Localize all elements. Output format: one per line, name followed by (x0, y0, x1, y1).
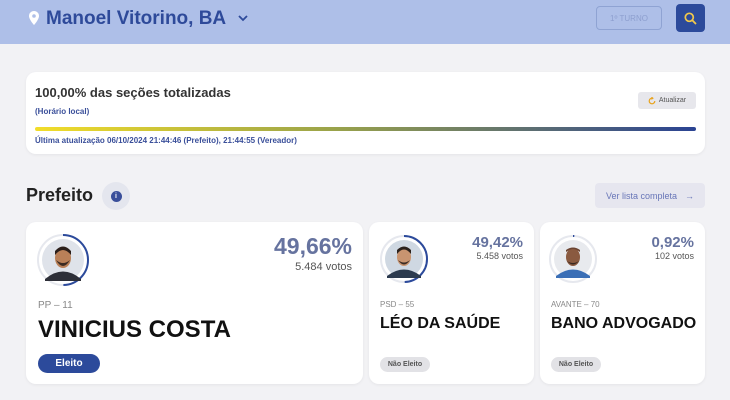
totalization-card: 100,00% das seções totalizadas (Horário … (26, 72, 705, 154)
refresh-label: Atualizar (658, 97, 687, 104)
candidate-avatar (549, 235, 597, 283)
candidate-percent: 49,66% (273, 233, 352, 259)
candidate-party: PP – 11 (38, 300, 73, 311)
candidate-votes: 5.458 votos (476, 251, 523, 261)
full-list-label: Ver lista completa (605, 190, 678, 201)
refresh-button[interactable]: Atualizar (638, 92, 696, 109)
turno-button[interactable]: 1º TURNO (596, 6, 662, 30)
chevron-down-icon[interactable] (238, 14, 248, 22)
candidate-name: LÉO DA SAÚDE (380, 315, 501, 332)
candidate-card-1[interactable]: 49,66% 5.484 votos PP – 11 VINICIUS COST… (26, 222, 363, 384)
info-button[interactable]: i (102, 182, 130, 210)
location-title[interactable]: Manoel Vitorino, BA (46, 8, 227, 29)
candidate-name: VINICIUS COSTA (38, 316, 231, 343)
status-badge: Eleito (38, 354, 100, 373)
full-list-button[interactable]: Ver lista completa → (595, 183, 705, 208)
search-button[interactable] (676, 4, 705, 32)
candidate-card-2[interactable]: 49,42% 5.458 votos PSD – 55 LÉO DA SAÚDE… (369, 222, 534, 384)
candidate-avatar (37, 234, 89, 286)
location-pin-icon (29, 11, 39, 25)
candidate-avatar (380, 235, 428, 283)
status-badge: Não Eleito (551, 357, 601, 372)
status-badge: Não Eleito (380, 357, 430, 372)
candidate-votes: 5.484 votos (295, 261, 352, 273)
totalization-progress-bar (35, 127, 696, 131)
candidate-card-3[interactable]: 0,92% 102 votos AVANTE – 70 BANO ADVOGAD… (540, 222, 705, 384)
refresh-icon (648, 96, 656, 104)
candidate-votes: 102 votos (654, 251, 694, 261)
section-title: Prefeito (26, 185, 94, 205)
totalization-title: 100,00% das seções totalizadas (35, 85, 231, 100)
arrow-right-icon: → (685, 190, 695, 201)
local-time-note: (Horário local) (35, 107, 90, 116)
candidate-party: PSD – 55 (380, 300, 415, 309)
candidate-percent: 49,42% (472, 234, 523, 251)
candidate-name: BANO ADVOGADO (551, 315, 697, 332)
candidate-party: AVANTE – 70 (551, 300, 600, 309)
candidate-percent: 0,92% (651, 234, 694, 251)
info-icon: i (110, 190, 122, 202)
top-bar: Manoel Vitorino, BA 1º TURNO (0, 0, 730, 44)
last-update-text: Última atualização 06/10/2024 21:44:46 (… (35, 136, 297, 145)
search-icon (684, 11, 697, 25)
